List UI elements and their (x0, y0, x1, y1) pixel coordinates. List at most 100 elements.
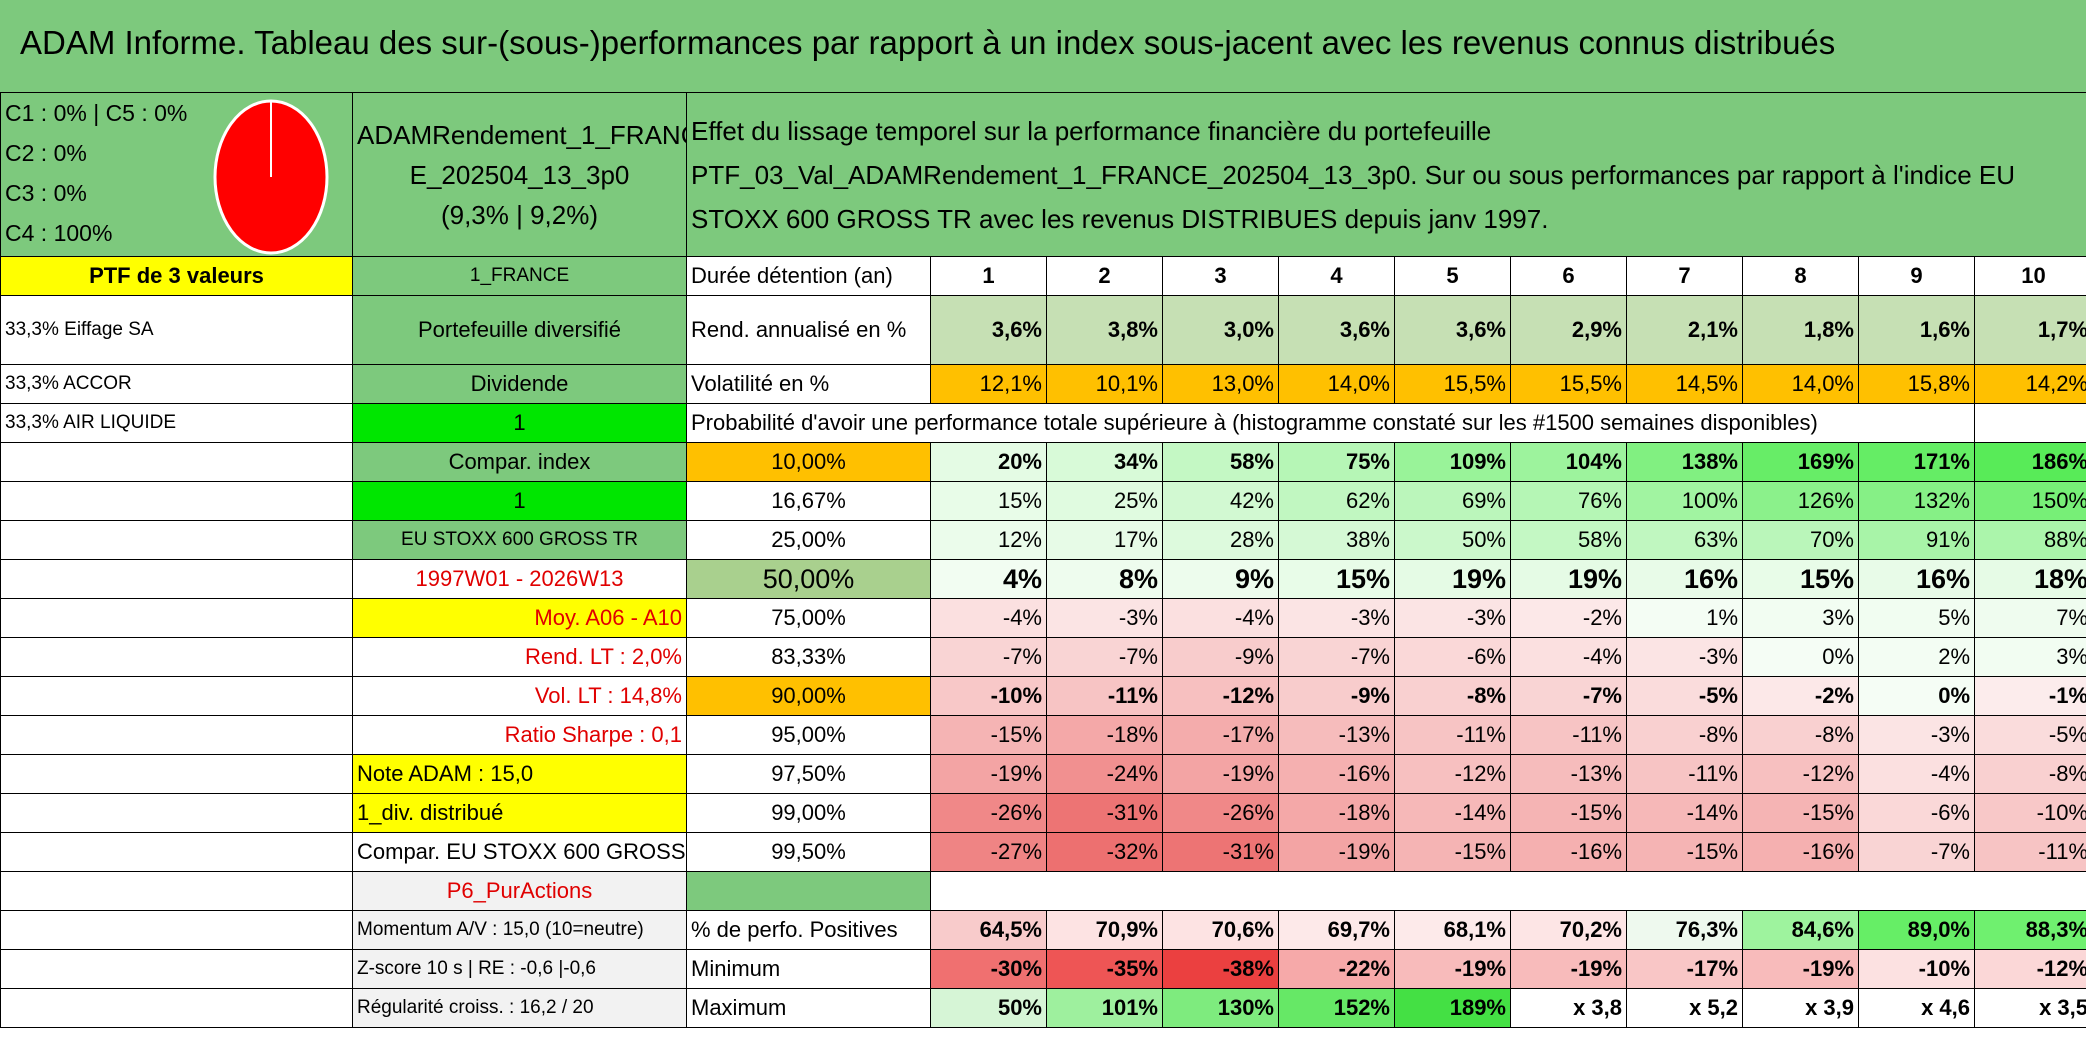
maximum-cell: x 3,5 (1973, 988, 2086, 1028)
minimum-cell: -19% (1742, 949, 1859, 989)
positive-cell: 89,0% (1858, 910, 1975, 950)
empty-row-span (929, 871, 2086, 911)
quantile-row: 1_div. distribué 99,00% -26% -31% -26% -… (0, 793, 2086, 833)
quantile-label: 83,33% (686, 637, 931, 677)
quantile-cell: 88% (1973, 520, 2086, 560)
quantile-cell: -14% (1626, 793, 1743, 833)
side-empty (0, 676, 353, 716)
quantile-cell: 18% (1973, 559, 2086, 599)
positive-cell: 69,7% (1278, 910, 1395, 950)
quantile-row: Compar. EU STOXX 600 GROSS TR 99,50% -27… (0, 832, 2086, 872)
quantile-cell: 25% (1046, 481, 1163, 521)
quantile-cell: -2% (1510, 598, 1627, 638)
quantile-cell: -15% (1394, 832, 1511, 872)
minimum-cell: -19% (1394, 949, 1511, 989)
quantile-cell: 9% (1162, 559, 1279, 599)
quantile-cell: -2% (1742, 676, 1859, 716)
positive-cell: 70,2% (1510, 910, 1627, 950)
maximum-cell: 189% (1394, 988, 1511, 1028)
quantile-cell: 8% (1046, 559, 1163, 599)
compar-index-label: Compar. index (352, 442, 687, 482)
rend-cell: 1,6% (1858, 295, 1975, 365)
diversified-label: Portefeuille diversifié (352, 295, 687, 365)
quantile-row: Moy. A06 - A10 75,00% -4% -3% -4% -3% -3… (0, 598, 2086, 638)
quantile-cell: -7% (1510, 676, 1627, 716)
quantile-cell: 1% (1626, 598, 1743, 638)
dividend-flag[interactable]: 1 (352, 403, 687, 443)
quantile-row: Rend. LT : 2,0% 83,33% -7% -7% -9% -7% -… (0, 637, 2086, 677)
zscore-label: Z-score 10 s | RE : -0,6 |-0,6 (352, 949, 687, 989)
quantile-cell: -15% (930, 715, 1047, 755)
period-label: 1997W01 - 2026W13 (352, 559, 687, 599)
year-header: 8 (1742, 256, 1859, 296)
portfolio-returns: (9,3% | 9,2%) (440, 199, 599, 230)
minimum-cell: -17% (1626, 949, 1743, 989)
allocation-line: C4 : 100% (5, 220, 113, 246)
compar-index-flag[interactable]: 1 (352, 481, 687, 521)
year-header: 4 (1278, 256, 1395, 296)
quantile-cell: -15% (1742, 793, 1859, 833)
quantile-cell: -4% (1162, 598, 1279, 638)
portfolio-name-line1: ADAMRendement_1_FRANC (357, 119, 687, 150)
maximum-label: Maximum (686, 988, 931, 1028)
dividend-label: Dividende (352, 364, 687, 404)
quantile-cell: 63% (1626, 520, 1743, 560)
quantile-cell: -12% (1162, 676, 1279, 716)
quantile-cell: -5% (1973, 715, 2086, 755)
quantile-cell: 109% (1394, 442, 1511, 482)
maximum-cell: 152% (1278, 988, 1395, 1028)
quantile-cell: -17% (1162, 715, 1279, 755)
positive-cell: 76,3% (1626, 910, 1743, 950)
rend-cell: 3,6% (1278, 295, 1395, 365)
quantile-cell: -10% (1973, 793, 2086, 833)
year-header: 6 (1510, 256, 1627, 296)
quantile-label: 95,00% (686, 715, 931, 755)
sharpe-label: Ratio Sharpe : 0,1 (352, 715, 687, 755)
quantile-cell: -31% (1162, 832, 1279, 872)
portfolio-description: Effet du lissage temporel sur la perform… (685, 92, 2086, 257)
quantile-cell: -7% (930, 637, 1047, 677)
positive-cell: 84,6% (1742, 910, 1859, 950)
quantile-cell: -11% (1973, 832, 2086, 872)
performance-sheet: C1 : 0% | C5 : 0% C2 : 0% C3 : 0% C4 : 1… (0, 92, 2086, 1028)
side-empty (0, 715, 353, 755)
vol-cell: 14,5% (1626, 364, 1743, 404)
quantile-cell: -9% (1278, 676, 1395, 716)
quantile-cell: 12% (930, 520, 1047, 560)
side-empty (0, 442, 353, 482)
quantile-cell: 76% (1510, 481, 1627, 521)
quantile-cell: 169% (1742, 442, 1859, 482)
quantile-cell: 2% (1858, 637, 1975, 677)
vol-cell: 12,1% (930, 364, 1047, 404)
rend-label: Rend. annualisé en % (686, 295, 931, 365)
portfolio-name-line2: E_202504_13_3p0 (409, 159, 630, 190)
quantile-cell: -11% (1394, 715, 1511, 755)
side-empty (0, 559, 353, 599)
quantile-cell: 58% (1510, 520, 1627, 560)
quantile-cell: -19% (1278, 832, 1395, 872)
quantile-cell: 15% (1278, 559, 1395, 599)
vol-cell: 14,0% (1742, 364, 1859, 404)
quantile-cell: -11% (1626, 754, 1743, 794)
quantile-cell: 34% (1046, 442, 1163, 482)
quantile-cell: -11% (1510, 715, 1627, 755)
vol-label: Volatilité en % (686, 364, 931, 404)
quantile-cell: 104% (1510, 442, 1627, 482)
quantile-cell: 132% (1858, 481, 1975, 521)
rend-cell: 2,1% (1626, 295, 1743, 365)
quantile-cell: -26% (1162, 793, 1279, 833)
index-name: EU STOXX 600 GROSS TR (352, 520, 687, 560)
empty-cell (1973, 403, 2086, 443)
side-empty (0, 988, 353, 1028)
rend-cell: 1,8% (1742, 295, 1859, 365)
quantile-cell: -27% (930, 832, 1047, 872)
quantile-label: 25,00% (686, 520, 931, 560)
rend-cell: 3,6% (930, 295, 1047, 365)
quantile-cell: -24% (1046, 754, 1163, 794)
allocation-pie-chart (213, 99, 329, 255)
quantile-cell: -7% (1046, 637, 1163, 677)
quantile-cell: 7% (1973, 598, 2086, 638)
quantile-cell: -12% (1394, 754, 1511, 794)
maximum-cell: 130% (1162, 988, 1279, 1028)
portfolio-region: 1_FRANCE (352, 256, 687, 296)
